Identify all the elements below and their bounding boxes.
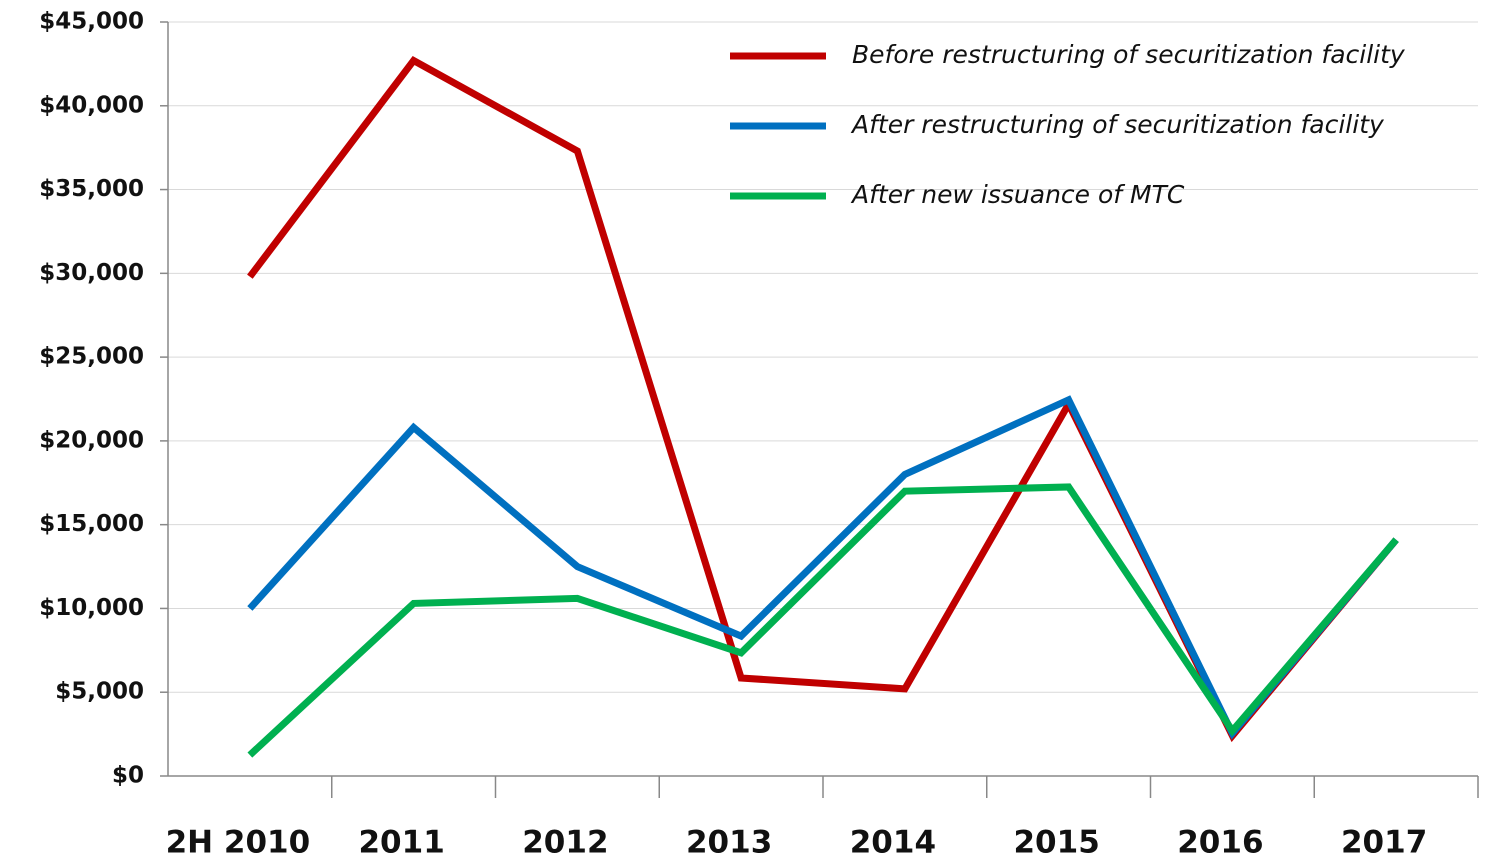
y-tick-label: $0 — [112, 763, 144, 789]
x-tick-label: 2014 — [850, 825, 936, 861]
y-tick-label: $10,000 — [39, 595, 144, 621]
legend-label: Before restructuring of securitization f… — [852, 40, 1406, 69]
x-tick-label: 2016 — [1177, 825, 1263, 861]
x-tick-label: 2012 — [522, 825, 608, 861]
y-tick-label: $25,000 — [39, 344, 144, 370]
y-tick-label: $45,000 — [39, 9, 144, 35]
legend-label: After new issuance of MTC — [850, 180, 1185, 209]
y-tick-label: $20,000 — [39, 427, 144, 453]
series-line — [247, 395, 1399, 740]
series-line — [247, 56, 1399, 743]
y-tick-label: $5,000 — [55, 679, 144, 705]
y-tick-label: $15,000 — [39, 511, 144, 537]
y-tick-label: $40,000 — [39, 92, 144, 118]
x-tick-label: 2011 — [358, 825, 444, 861]
x-tick-label: 2015 — [1013, 825, 1099, 861]
y-tick-label: $30,000 — [39, 260, 144, 286]
x-tick-label: 2H 2010 — [166, 825, 311, 861]
series-line — [247, 483, 1399, 758]
x-tick-label: 2013 — [686, 825, 772, 861]
x-tick-label: 2017 — [1341, 825, 1427, 861]
y-tick-label: $35,000 — [39, 176, 144, 202]
legend-label: After restructuring of securitization fa… — [850, 110, 1385, 139]
